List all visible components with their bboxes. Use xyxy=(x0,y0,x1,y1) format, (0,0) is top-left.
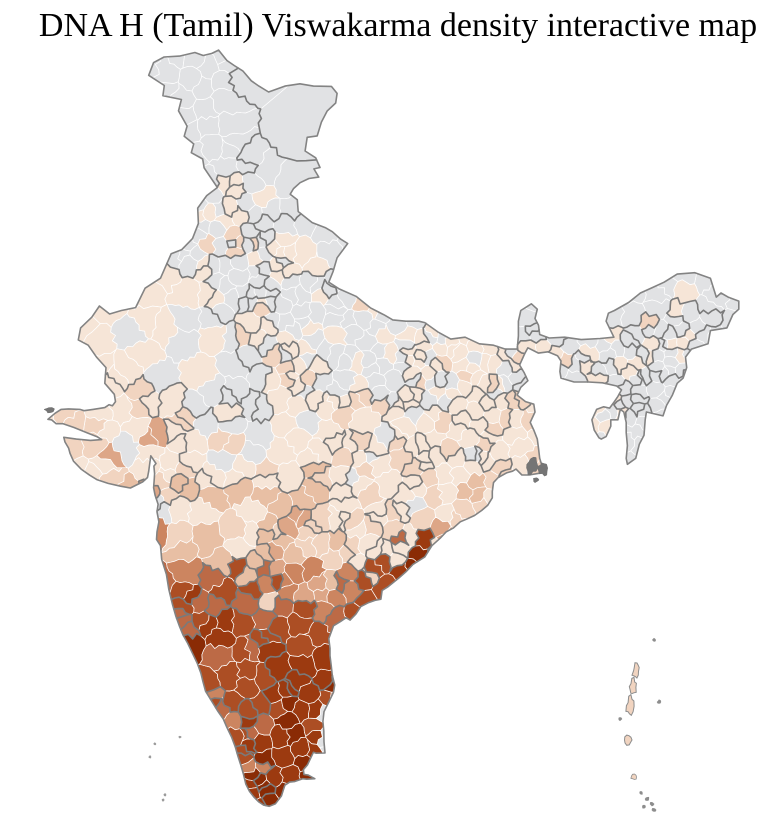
island[interactable] xyxy=(651,808,657,812)
island[interactable] xyxy=(625,693,635,717)
island[interactable] xyxy=(630,773,637,780)
island[interactable] xyxy=(649,801,655,807)
island[interactable] xyxy=(652,637,657,642)
district[interactable] xyxy=(96,441,128,469)
district[interactable] xyxy=(138,425,159,447)
island[interactable] xyxy=(161,798,165,802)
district[interactable] xyxy=(343,519,367,540)
district[interactable] xyxy=(389,416,418,438)
state-borders-layer xyxy=(104,67,726,807)
district[interactable] xyxy=(468,486,488,504)
delta-marsh xyxy=(537,462,548,477)
state-border-lines xyxy=(104,67,726,807)
district[interactable] xyxy=(202,202,217,223)
district[interactable] xyxy=(664,365,676,377)
district[interactable] xyxy=(450,342,470,364)
district[interactable] xyxy=(279,286,299,307)
district[interactable] xyxy=(134,444,166,463)
delta-marsh-layer xyxy=(43,407,548,484)
island[interactable] xyxy=(153,742,157,746)
island[interactable] xyxy=(163,793,167,797)
district[interactable] xyxy=(222,432,247,456)
island[interactable] xyxy=(628,676,637,695)
district[interactable] xyxy=(196,53,220,80)
district[interactable] xyxy=(242,171,267,195)
national-outline xyxy=(47,49,740,808)
district[interactable] xyxy=(326,379,350,398)
district[interactable] xyxy=(166,303,203,333)
district[interactable] xyxy=(642,284,673,305)
district[interactable] xyxy=(285,395,311,418)
delta-marsh xyxy=(533,477,540,484)
district[interactable] xyxy=(290,301,312,320)
district[interactable] xyxy=(232,454,257,480)
district[interactable] xyxy=(437,482,459,506)
district[interactable] xyxy=(466,362,482,375)
district[interactable] xyxy=(419,468,440,489)
island[interactable] xyxy=(148,755,152,759)
district[interactable] xyxy=(283,427,313,456)
district[interactable] xyxy=(113,348,145,385)
island[interactable] xyxy=(178,735,182,739)
island[interactable] xyxy=(631,662,640,679)
district[interactable] xyxy=(348,350,365,376)
island[interactable] xyxy=(644,796,650,801)
district[interactable] xyxy=(283,562,305,586)
island[interactable] xyxy=(656,699,662,704)
district[interactable] xyxy=(269,723,291,750)
district[interactable] xyxy=(220,138,242,160)
island[interactable] xyxy=(642,804,646,809)
district[interactable] xyxy=(305,730,323,745)
island[interactable] xyxy=(623,734,633,746)
district[interactable] xyxy=(489,439,511,462)
island[interactable] xyxy=(618,717,623,722)
district[interactable] xyxy=(126,304,162,340)
islands-layer xyxy=(148,637,662,812)
district[interactable] xyxy=(330,446,354,468)
district[interactable] xyxy=(152,56,181,84)
district[interactable] xyxy=(323,303,349,316)
district[interactable] xyxy=(192,227,208,245)
district[interactable] xyxy=(243,418,275,451)
district[interactable] xyxy=(197,323,227,357)
district[interactable] xyxy=(189,244,210,262)
district[interactable] xyxy=(394,325,418,344)
district[interactable] xyxy=(352,310,374,331)
island[interactable] xyxy=(639,790,643,795)
delta-marsh xyxy=(526,456,539,476)
district[interactable] xyxy=(300,319,324,337)
district[interactable] xyxy=(243,766,261,782)
delta-marsh xyxy=(43,407,55,414)
map-title: DNA H (Tamil) Viswakarma density interac… xyxy=(38,7,758,44)
